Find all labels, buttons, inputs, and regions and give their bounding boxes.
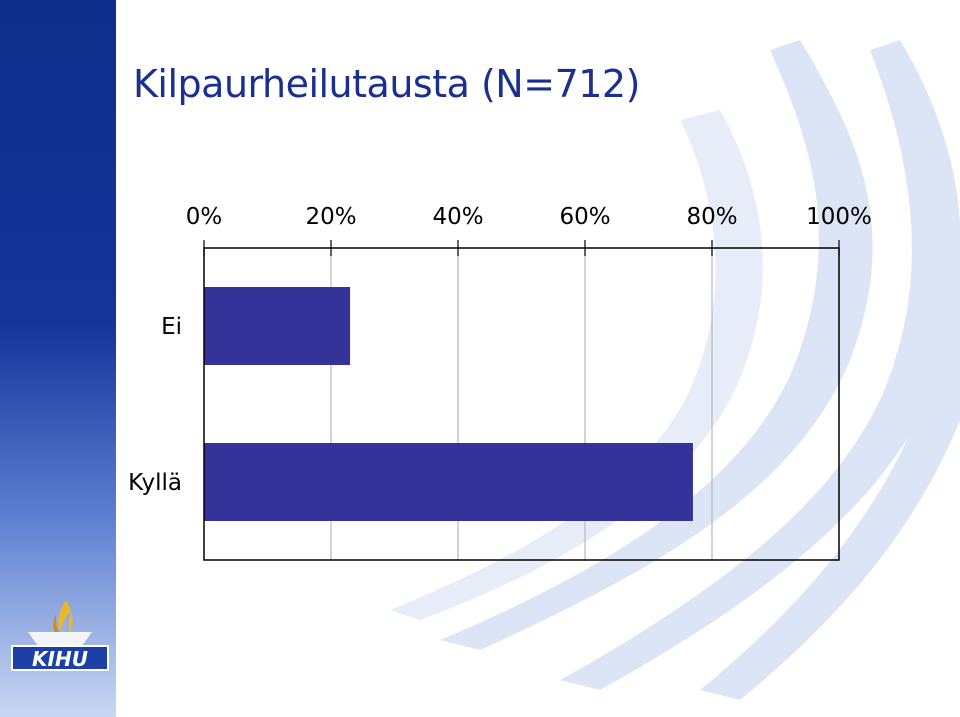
category-label: Ei <box>161 314 182 340</box>
y-axis-category-labels: Ei Kyllä <box>128 314 182 496</box>
slide-title: Kilpaurheilutausta (N=712) <box>133 62 640 106</box>
logo-text: KIHU <box>32 647 88 671</box>
plot-frame <box>203 247 840 561</box>
bar-ei <box>204 287 351 365</box>
kihu-logo: KIHU <box>8 596 112 676</box>
bars <box>204 287 693 521</box>
x-tick-label: 40% <box>432 204 483 230</box>
category-label: Kyllä <box>128 470 182 496</box>
x-tick-label: 100% <box>806 204 872 230</box>
bar-kyll- <box>204 443 693 521</box>
x-tick-label: 0% <box>186 204 223 230</box>
x-axis-tick-labels: 0% 20% 40% 60% 80% 100% <box>186 204 872 230</box>
kihu-logo-graphic: KIHU <box>11 600 109 671</box>
swoosh-1 <box>440 40 873 650</box>
swoosh-3 <box>700 260 960 700</box>
sidebar-band <box>0 0 116 717</box>
x-tick-label: 60% <box>559 204 610 230</box>
x-axis-ticks <box>203 240 840 256</box>
x-tick-label: 20% <box>305 204 356 230</box>
x-tick-label: 80% <box>686 204 737 230</box>
